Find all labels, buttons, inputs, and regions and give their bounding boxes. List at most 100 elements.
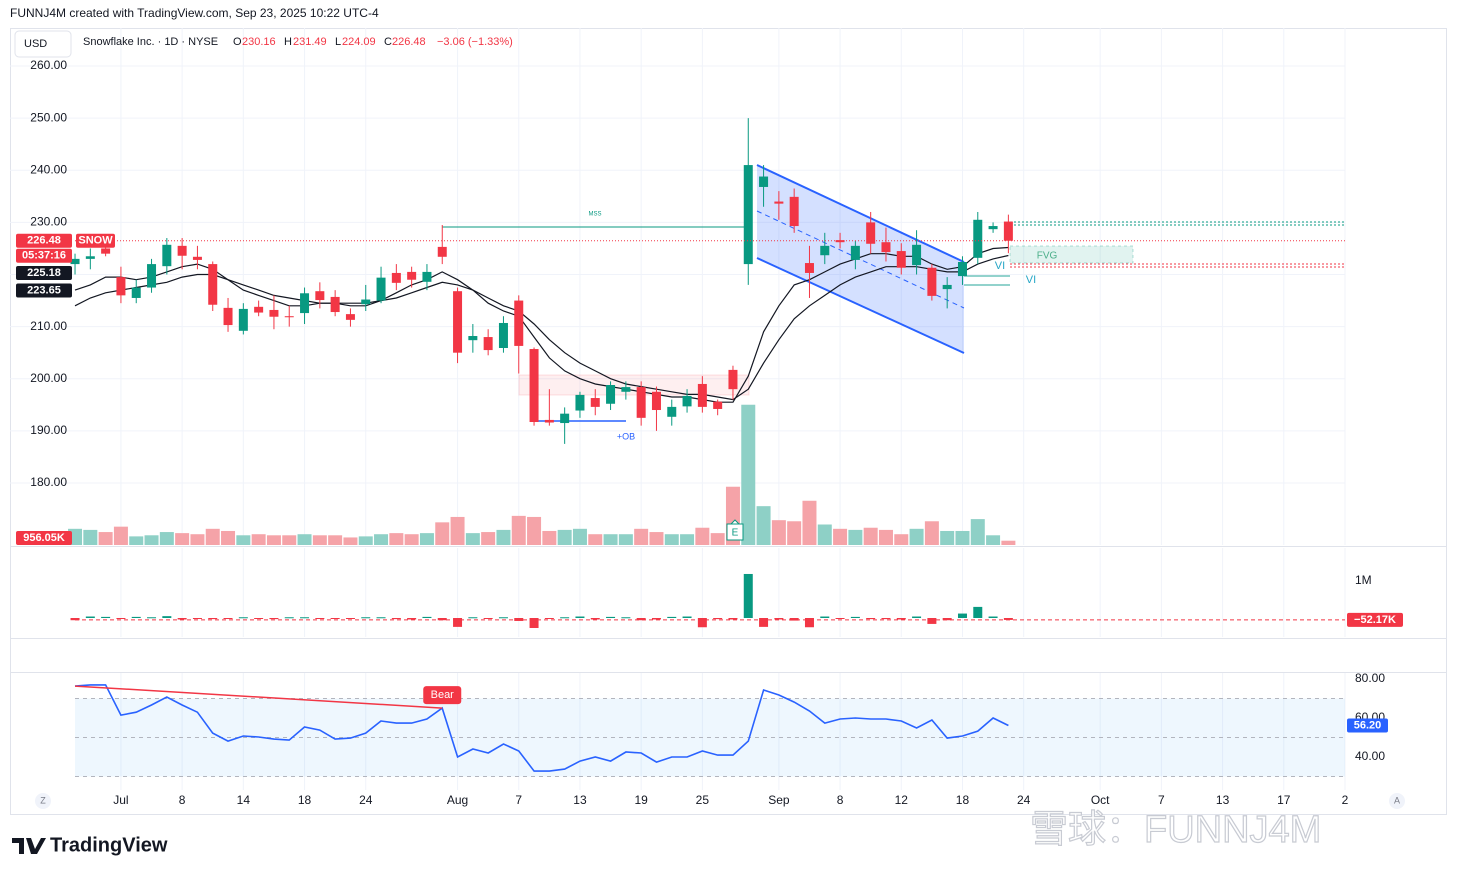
x-tick-label: 7 [1158, 793, 1165, 807]
candle-body [866, 222, 876, 244]
bar [238, 617, 248, 619]
candle-body [101, 248, 111, 254]
bar [970, 519, 985, 545]
bar [621, 617, 631, 619]
ob-label: +OB [617, 431, 635, 441]
countdown-label: 05:37:16 [22, 250, 66, 262]
bar [590, 618, 600, 620]
corner-right[interactable]: A [1394, 795, 1400, 805]
bar [572, 528, 587, 545]
corner-button[interactable] [1389, 793, 1405, 809]
candle-body [912, 244, 922, 266]
vi-label: VI [1026, 274, 1036, 286]
bar [481, 532, 496, 545]
bar [297, 534, 312, 545]
bar [618, 534, 633, 545]
earnings-label: E [732, 528, 739, 539]
bar [741, 404, 756, 545]
ohlc-value: 230.16 [242, 36, 276, 48]
x-tick-label: 18 [298, 793, 312, 807]
corner-left[interactable]: Z [40, 795, 46, 805]
bar [651, 618, 661, 620]
y-tick-label: 260.00 [30, 58, 67, 72]
bar [343, 537, 358, 545]
x-tick-label: 13 [573, 793, 587, 807]
bar [771, 520, 786, 545]
bar [190, 534, 205, 545]
candle-body [345, 314, 355, 320]
candle-body [850, 245, 860, 260]
bar [835, 618, 845, 620]
bar [560, 617, 570, 619]
mss-label: MSS [588, 212, 601, 218]
divergence-line [74, 685, 443, 709]
x-tick-label: Jul [113, 793, 128, 807]
bar [358, 536, 373, 545]
bar [312, 535, 327, 545]
bar [435, 522, 450, 545]
bar [542, 530, 557, 545]
bar [649, 532, 664, 545]
earnings-marker [726, 519, 744, 541]
candle-body [177, 245, 187, 256]
ohlc-key: C [384, 36, 392, 48]
y-tick-label: 1M [1355, 573, 1372, 587]
candle-body [254, 306, 264, 313]
candle-body [116, 277, 126, 296]
bar [557, 529, 572, 545]
bar [98, 532, 113, 545]
watermark: 雪球：FUNNJ4M [1030, 809, 1321, 851]
bar [820, 616, 830, 619]
corner-button[interactable] [35, 793, 51, 809]
bar [511, 515, 526, 545]
moving-average [74, 254, 1009, 401]
candle-body [315, 291, 325, 301]
currency-button[interactable] [14, 30, 72, 58]
candle-body [483, 337, 493, 351]
bar [682, 616, 692, 619]
bar [789, 618, 799, 621]
candle-body [590, 398, 600, 407]
bar [912, 616, 922, 619]
x-tick-label: Oct [1091, 793, 1110, 807]
last-value-label-box [1347, 612, 1403, 627]
bar [957, 613, 967, 619]
bar [850, 616, 860, 619]
candle-body [391, 272, 401, 283]
candle-body [544, 419, 554, 423]
x-tick-label: 12 [895, 793, 909, 807]
bar [175, 533, 190, 545]
candle-body [713, 401, 723, 409]
bar [848, 529, 863, 545]
bar [774, 618, 784, 620]
x-tick-label: 24 [359, 793, 373, 807]
bar [162, 616, 172, 619]
x-tick-label: 24 [1017, 793, 1031, 807]
bar [988, 616, 998, 619]
candle-body [621, 387, 631, 392]
bar [328, 535, 343, 545]
currency[interactable]: USD [24, 38, 47, 50]
candle-body [238, 308, 248, 331]
bar [83, 529, 98, 545]
bar [955, 530, 970, 545]
channel-top [756, 164, 965, 263]
candle-body [636, 387, 646, 418]
bar [221, 530, 236, 545]
y-tick-label: 80.00 [1355, 671, 1385, 685]
candle-body [759, 176, 769, 187]
bar [603, 534, 618, 545]
x-tick-label: 19 [634, 793, 648, 807]
channel [757, 165, 964, 353]
ohlc-key: O [233, 36, 242, 48]
bar [116, 618, 126, 620]
bar [759, 618, 769, 627]
bar [664, 534, 679, 545]
bar [208, 618, 218, 620]
x-tick-label: Sep [768, 793, 790, 807]
x-tick-label: 14 [237, 793, 251, 807]
y-tick-label: 240.00 [30, 162, 67, 176]
candle-body [957, 262, 967, 277]
bar [863, 527, 878, 545]
